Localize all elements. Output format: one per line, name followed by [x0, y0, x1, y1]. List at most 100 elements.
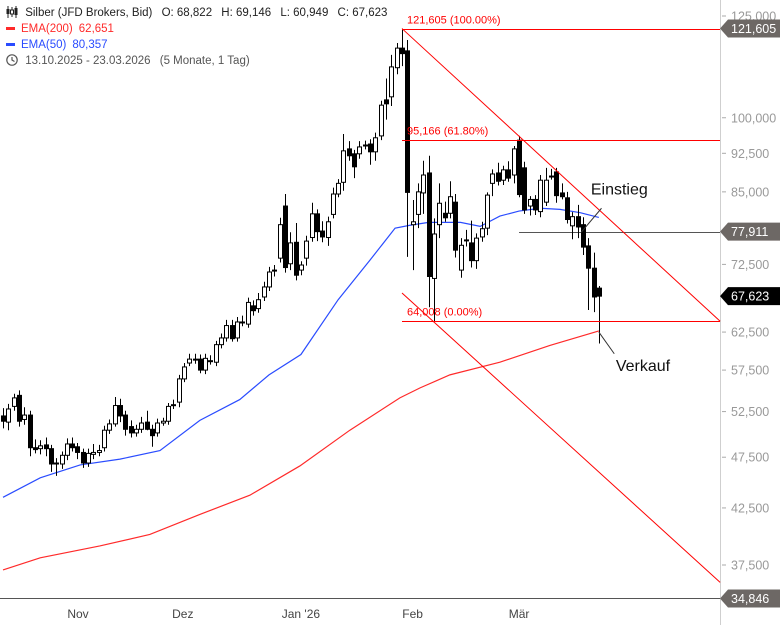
candle-up[interactable] — [193, 358, 198, 361]
candle-down[interactable] — [443, 212, 448, 219]
candle-down[interactable] — [352, 153, 357, 168]
candle-down[interactable] — [230, 325, 235, 340]
candle-down[interactable] — [145, 421, 150, 430]
candle-up[interactable] — [262, 286, 267, 298]
candle-down[interactable] — [320, 230, 325, 238]
candle-up[interactable] — [379, 104, 384, 137]
candle-up[interactable] — [544, 179, 549, 203]
candle-up[interactable] — [38, 445, 43, 450]
candle-down[interactable] — [198, 358, 203, 371]
candle-up[interactable] — [65, 443, 70, 456]
candle-down[interactable] — [368, 143, 373, 153]
candle-up[interactable] — [501, 169, 506, 181]
candle-down[interactable] — [75, 446, 80, 453]
candle-up[interactable] — [155, 422, 160, 434]
candle-up[interactable] — [570, 216, 575, 227]
candle-up[interactable] — [411, 221, 416, 226]
candle-down[interactable] — [150, 428, 155, 437]
candle-up[interactable] — [474, 237, 479, 262]
candle-up[interactable] — [161, 420, 166, 424]
candle-up[interactable] — [177, 378, 182, 403]
candle-up[interactable] — [107, 423, 112, 431]
candle-down[interactable] — [517, 139, 522, 196]
candle-up[interactable] — [538, 179, 543, 213]
candle-up[interactable] — [549, 175, 554, 178]
candle-up[interactable] — [6, 408, 11, 423]
candle-up[interactable] — [464, 239, 469, 242]
candle-up[interactable] — [432, 233, 437, 279]
candle-down[interactable] — [469, 242, 474, 262]
candle-up[interactable] — [373, 137, 378, 153]
candle-down[interactable] — [522, 167, 527, 211]
candle-down[interactable] — [17, 394, 22, 422]
candle-up[interactable] — [139, 422, 144, 430]
candle-up[interactable] — [363, 144, 368, 147]
candle-up[interactable] — [91, 451, 96, 455]
candle-up[interactable] — [267, 271, 272, 288]
candle-up[interactable] — [278, 224, 283, 259]
candle-up[interactable] — [272, 269, 277, 272]
candle-up[interactable] — [246, 301, 251, 325]
candle-down[interactable] — [315, 213, 320, 233]
candle-up[interactable] — [512, 148, 517, 176]
candle-up[interactable] — [389, 66, 394, 98]
candle-up[interactable] — [459, 244, 464, 271]
candle-up[interactable] — [310, 213, 315, 239]
candle-down[interactable] — [283, 205, 288, 269]
candle-up[interactable] — [528, 198, 533, 207]
candle-up[interactable] — [357, 146, 362, 155]
candle-up[interactable] — [12, 397, 17, 407]
candle-up[interactable] — [208, 360, 213, 363]
candle-down[interactable] — [384, 99, 389, 105]
candle-down[interactable] — [533, 198, 538, 211]
candle-down[interactable] — [586, 245, 591, 269]
candle-up[interactable] — [235, 321, 240, 339]
candle-down[interactable] — [294, 241, 299, 276]
candle-up[interactable] — [171, 404, 176, 407]
candle-down[interactable] — [28, 414, 33, 449]
candle-down[interactable] — [44, 444, 49, 450]
candle-up[interactable] — [187, 358, 192, 364]
candle-up[interactable] — [421, 174, 426, 194]
candle-down[interactable] — [70, 443, 75, 449]
candle-up[interactable] — [86, 452, 91, 464]
candle-up[interactable] — [54, 462, 59, 465]
candle-up[interactable] — [219, 337, 224, 346]
candle-up[interactable] — [224, 325, 229, 339]
candle-up[interactable] — [214, 344, 219, 363]
candle-down[interactable] — [81, 451, 86, 464]
candle-down[interactable] — [400, 47, 405, 55]
candle-down[interactable] — [453, 201, 458, 251]
candle-up[interactable] — [166, 405, 171, 422]
candle-up[interactable] — [203, 357, 208, 371]
candle-down[interactable] — [554, 171, 559, 197]
candle-up[interactable] — [60, 454, 65, 465]
candle-up[interactable] — [288, 242, 293, 265]
candle-up[interactable] — [395, 47, 400, 69]
ema50-legend[interactable]: EMA(50) 80,357 — [6, 37, 114, 53]
candle-up[interactable] — [134, 428, 139, 434]
candle-down[interactable] — [49, 448, 54, 465]
candle-down[interactable] — [118, 405, 123, 417]
candle-up[interactable] — [113, 405, 118, 425]
candle-up[interactable] — [22, 414, 27, 420]
candle-up[interactable] — [240, 321, 245, 324]
candle-down[interactable] — [123, 414, 128, 430]
candle-down[interactable] — [592, 267, 597, 298]
candle-down[interactable] — [129, 426, 134, 434]
candle-up[interactable] — [304, 240, 309, 259]
candle-down[interactable] — [506, 169, 511, 179]
candle-up[interactable] — [485, 194, 490, 229]
candle-up[interactable] — [182, 366, 187, 380]
candle-up[interactable] — [416, 191, 421, 215]
candle-up[interactable] — [336, 182, 341, 195]
candle-down[interactable] — [597, 287, 602, 297]
upper-trendline[interactable] — [401, 28, 721, 322]
candle-down[interactable] — [560, 192, 565, 198]
candle-up[interactable] — [341, 150, 346, 183]
candle-up[interactable] — [256, 299, 261, 310]
candle-up[interactable] — [437, 202, 442, 226]
candle-down[interactable] — [1, 415, 6, 422]
candle-down[interactable] — [347, 148, 352, 157]
candle-up[interactable] — [331, 193, 336, 215]
